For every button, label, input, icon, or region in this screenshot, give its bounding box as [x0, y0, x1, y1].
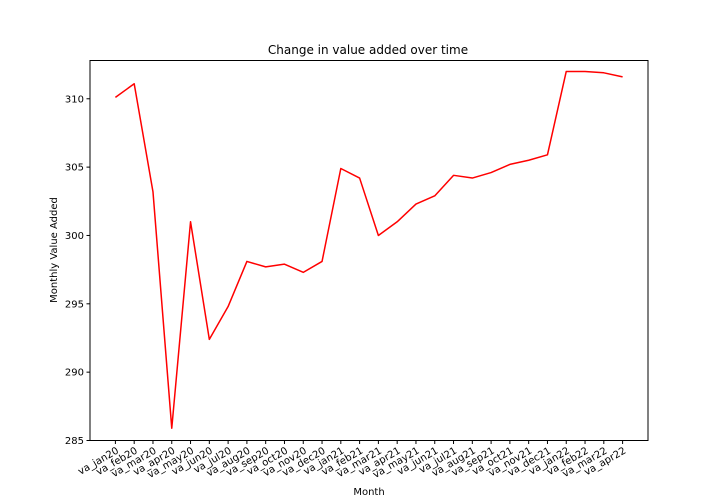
data-point	[321, 261, 323, 263]
x-axis-title: Month	[353, 487, 384, 498]
data-point	[152, 191, 154, 193]
data-point	[565, 71, 567, 73]
chart-title: Change in value added over time	[268, 43, 468, 57]
data-point	[396, 221, 398, 223]
data-point	[171, 427, 173, 429]
y-axis: 285 290 295 300 305 310	[65, 94, 90, 447]
data-point	[378, 235, 380, 237]
plot-area	[114, 70, 624, 429]
y-tick-label: 310	[65, 94, 84, 105]
series-line	[114, 70, 623, 429]
data-point	[453, 175, 455, 177]
data-point	[209, 339, 211, 341]
data-point	[359, 177, 361, 179]
y-tick-label: 300	[65, 231, 84, 242]
data-point	[490, 172, 492, 174]
data-point	[303, 272, 305, 274]
y-tick-label: 295	[65, 299, 84, 310]
plot-frame	[89, 60, 649, 441]
data-point	[528, 160, 530, 162]
data-point	[547, 154, 549, 156]
data-point	[115, 97, 117, 99]
data-point	[584, 71, 586, 73]
data-point	[340, 168, 342, 170]
y-tick-label: 290	[65, 368, 84, 379]
data-point	[434, 195, 436, 197]
data-point	[509, 164, 511, 166]
data-point	[265, 266, 267, 268]
data-point	[415, 203, 417, 205]
data-point	[227, 306, 229, 308]
data-point	[472, 177, 474, 179]
data-point	[622, 76, 624, 78]
data-point	[246, 261, 248, 263]
y-axis-title: Monthly Value Added	[49, 197, 60, 303]
y-tick-label: 285	[65, 436, 84, 447]
data-point	[133, 83, 135, 85]
data-point	[190, 221, 192, 223]
y-tick-label: 305	[65, 163, 84, 174]
data-point	[603, 72, 605, 74]
data-point	[284, 263, 286, 265]
